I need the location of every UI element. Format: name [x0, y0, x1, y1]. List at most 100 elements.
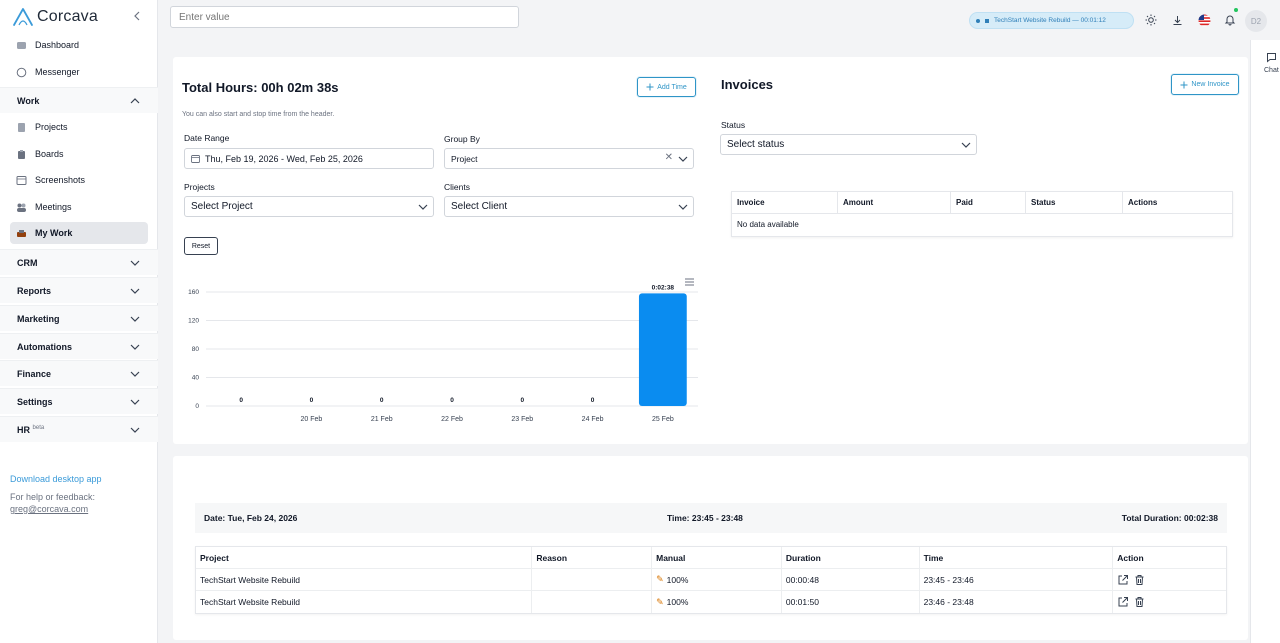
- chevron-down-icon: [130, 344, 140, 350]
- group-by-select[interactable]: Project ✕: [444, 148, 694, 169]
- trash-icon[interactable]: [1134, 574, 1145, 586]
- row-actions: [1113, 591, 1226, 613]
- add-time-button[interactable]: Add Time: [637, 77, 696, 97]
- sidebar-section-reports[interactable]: Reports: [0, 277, 158, 303]
- sidebar-item-screenshots[interactable]: Screenshots: [10, 169, 148, 191]
- row-manual: ✎ 100%: [652, 569, 782, 590]
- messenger-icon: [16, 67, 27, 78]
- help-email-link[interactable]: greg@corcava.com: [10, 504, 89, 514]
- sun-icon: [1145, 14, 1157, 26]
- sidebar-item-dashboard[interactable]: Dashboard: [10, 34, 148, 56]
- section-label: Work: [17, 95, 40, 106]
- sidebar-item-meetings[interactable]: Meetings: [10, 196, 148, 218]
- clients-label: Clients: [444, 182, 470, 192]
- sidebar-item-label: Screenshots: [35, 175, 86, 185]
- group-by-value: Project: [451, 153, 478, 164]
- boards-icon: [16, 149, 27, 160]
- app-name: Corcava: [37, 8, 98, 25]
- y-tick-label: 0: [195, 403, 199, 410]
- column-action: Action: [1117, 552, 1144, 563]
- download-desktop-app-link[interactable]: Download desktop app: [10, 474, 102, 484]
- app-logo[interactable]: Corcava: [12, 7, 98, 27]
- date-range-picker[interactable]: Thu, Feb 19, 2026 - Wed, Feb 25, 2026: [184, 148, 434, 169]
- row-manual: ✎ 100%: [652, 591, 782, 613]
- bar: [638, 293, 687, 406]
- chevron-down-icon: [130, 260, 140, 266]
- sidebar-section-finance[interactable]: Finance: [0, 360, 158, 386]
- time-bar-chart: 0 40 80 120 160 0 0 0 0 0 0 0:02:38 20 Feb 21 Feb 22…: [188, 278, 698, 423]
- row-duration: 00:00:48: [782, 569, 920, 590]
- chevron-down-icon: [130, 371, 140, 377]
- x-tick-label: 20 Feb: [301, 416, 323, 423]
- y-tick-label: 40: [192, 375, 200, 382]
- log-time: Time: 23:45 - 23:48: [667, 513, 743, 523]
- chevron-down-icon: [130, 288, 140, 294]
- download-button[interactable]: [1166, 9, 1188, 31]
- data-label: 0: [591, 397, 595, 404]
- sidebar-item-messenger[interactable]: Messenger: [10, 61, 148, 83]
- chevron-down-icon: [418, 204, 428, 210]
- open-external-icon[interactable]: [1117, 574, 1129, 586]
- status-select[interactable]: Select status: [720, 134, 977, 155]
- projects-select-value: Select Project: [191, 201, 253, 212]
- time-and-invoices-panel: [173, 57, 1248, 444]
- clear-icon[interactable]: ✕: [664, 152, 673, 163]
- chevron-down-icon: [678, 156, 688, 162]
- row-reason: [532, 591, 653, 613]
- sidebar-item-my-work[interactable]: My Work: [10, 222, 148, 244]
- notification-indicator: [1234, 8, 1238, 12]
- data-label: 0: [239, 397, 243, 404]
- open-external-icon[interactable]: [1117, 596, 1129, 608]
- projects-select[interactable]: Select Project: [184, 196, 434, 217]
- collapse-sidebar-icon[interactable]: [132, 10, 142, 24]
- trash-icon[interactable]: [1134, 596, 1145, 608]
- column-invoice[interactable]: Invoice: [732, 192, 838, 213]
- sidebar-section-settings[interactable]: Settings: [0, 388, 158, 414]
- column-status[interactable]: Status: [1026, 192, 1123, 213]
- row-actions: [1113, 569, 1226, 590]
- sidebar-section-crm[interactable]: CRM: [0, 249, 158, 275]
- help-text: For help or feedback: greg@corcava.com: [10, 491, 95, 515]
- sidebar-section-hr[interactable]: HR beta: [0, 416, 158, 442]
- column-paid[interactable]: Paid: [951, 192, 1026, 213]
- column-amount[interactable]: Amount: [838, 192, 951, 213]
- notifications-button[interactable]: [1219, 9, 1241, 31]
- chat-side-panel[interactable]: Chat: [1250, 40, 1280, 643]
- us-flag-icon: [1198, 14, 1210, 26]
- section-label: Marketing: [17, 313, 60, 324]
- theme-toggle-button[interactable]: [1140, 9, 1162, 31]
- dashboard-icon: [16, 40, 27, 51]
- sidebar-item-boards[interactable]: Boards: [10, 143, 148, 165]
- stop-timer-icon[interactable]: [985, 18, 989, 23]
- invoices-table-header: Invoice Amount Paid Status Actions: [732, 192, 1232, 214]
- meetings-icon: [16, 202, 27, 213]
- pencil-icon: ✎: [656, 574, 664, 584]
- sidebar-section-automations[interactable]: Automations: [0, 333, 158, 359]
- log-date: Date: Tue, Feb 24, 2026: [204, 513, 298, 523]
- beta-badge: beta: [32, 424, 45, 431]
- chevron-down-icon: [130, 427, 140, 433]
- sidebar-section-work[interactable]: Work: [0, 87, 158, 113]
- clients-select[interactable]: Select Client: [444, 196, 694, 217]
- sidebar-section-marketing[interactable]: Marketing: [0, 305, 158, 331]
- sidebar-item-label: Boards: [35, 149, 64, 159]
- sidebar-item-projects[interactable]: Projects: [10, 116, 148, 138]
- x-tick-label: 25 Feb: [652, 416, 674, 423]
- chart-menu-icon[interactable]: [685, 278, 694, 286]
- language-button[interactable]: [1193, 9, 1215, 31]
- reset-button[interactable]: Reset: [184, 237, 218, 255]
- row-duration: 00:01:50: [782, 591, 920, 613]
- timer-text: TechStart Website Rebuild — 00:01:12: [994, 17, 1106, 24]
- running-timer-pill[interactable]: TechStart Website Rebuild — 00:01:12: [969, 12, 1134, 29]
- search-input[interactable]: [170, 6, 519, 28]
- group-by-label: Group By: [444, 134, 480, 144]
- data-label: 0: [520, 397, 524, 404]
- x-tick-label: 22 Feb: [441, 416, 463, 423]
- column-actions: Actions: [1128, 198, 1158, 207]
- row-project: TechStart Website Rebuild: [196, 591, 533, 613]
- avatar[interactable]: D2: [1245, 10, 1267, 32]
- column-time: Time: [920, 547, 1114, 568]
- new-invoice-label: New Invoice: [1191, 81, 1230, 88]
- new-invoice-button[interactable]: New Invoice: [1171, 74, 1239, 95]
- row-time: 23:46 - 23:48: [920, 591, 1114, 613]
